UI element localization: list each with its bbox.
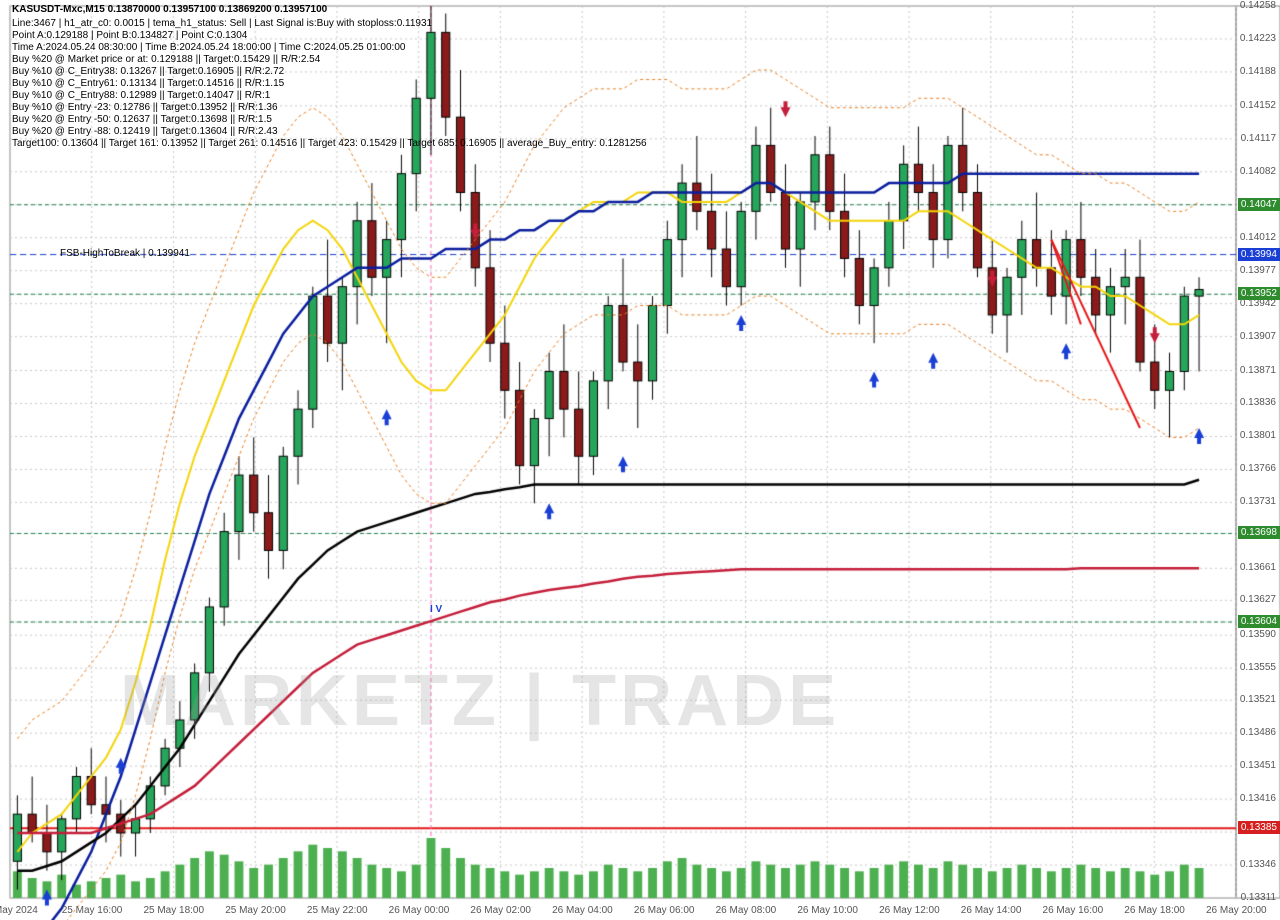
y-tick-label: 0.13521 <box>1240 694 1276 705</box>
y-tick-label: 0.13451 <box>1240 760 1276 771</box>
x-tick-label: 25 May 18:00 <box>143 905 204 916</box>
x-tick-label: 25 May 16:00 <box>62 905 123 916</box>
x-tick-label: 26 May 14:00 <box>961 905 1022 916</box>
y-tick-label: 0.13416 <box>1240 793 1276 804</box>
info-line: Buy %10 @ C_Entry88: 0.12989 || Target:0… <box>12 90 270 101</box>
info-line: Buy %20 @ Market price or at: 0.129188 |… <box>12 54 320 65</box>
info-line: Target100: 0.13604 || Target 161: 0.1395… <box>12 138 647 149</box>
x-tick-label: 26 May 18:00 <box>1124 905 1185 916</box>
info-line: Buy %20 @ Entry -50: 0.12637 || Target:0… <box>12 114 272 125</box>
x-tick-label: 26 May 04:00 <box>552 905 613 916</box>
y-tick-label: 0.14012 <box>1240 232 1276 243</box>
price-tag: 0.14047 <box>1238 198 1280 211</box>
y-tick-label: 0.13311 <box>1241 892 1276 903</box>
y-tick-label: 0.13627 <box>1240 594 1276 605</box>
x-tick-label: 25 May 20:00 <box>225 905 286 916</box>
price-tag: 0.13994 <box>1238 248 1280 261</box>
y-tick-label: 0.13977 <box>1240 265 1276 276</box>
price-tag: 0.13952 <box>1238 287 1280 300</box>
price-tag: 0.13385 <box>1238 821 1280 834</box>
info-line: Buy %10 @ C_Entry38: 0.13267 || Target:0… <box>12 66 284 77</box>
info-line: Time A:2024.05.24 08:30:00 | Time B:2024… <box>12 42 405 53</box>
x-tick-label: 26 May 12:00 <box>879 905 940 916</box>
y-tick-label: 0.13486 <box>1240 727 1276 738</box>
y-tick-label: 0.13907 <box>1240 331 1276 342</box>
y-tick-label: 0.13731 <box>1240 496 1276 507</box>
y-tick-label: 0.14117 <box>1241 133 1276 144</box>
y-tick-label: 0.14152 <box>1240 100 1276 111</box>
info-line: Point A:0.129188 | Point B:0.134827 | Po… <box>12 30 247 41</box>
info-line: Buy %10 @ C_Entry61: 0.13134 || Target:0… <box>12 78 284 89</box>
x-tick-label: 26 May 10:00 <box>797 905 858 916</box>
y-tick-label: 0.13801 <box>1240 430 1276 441</box>
price-tag: 0.13698 <box>1238 526 1280 539</box>
y-tick-label: 0.13661 <box>1240 562 1276 573</box>
y-tick-label: 0.13766 <box>1240 463 1276 474</box>
x-tick-label: 25 May 22:00 <box>307 905 368 916</box>
y-tick-label: 0.14188 <box>1240 66 1276 77</box>
y-tick-label: 0.14223 <box>1240 33 1276 44</box>
x-tick-label: 26 May 06:00 <box>634 905 695 916</box>
x-tick-label: 25 May 2024 <box>0 905 38 916</box>
y-tick-label: 0.13346 <box>1240 859 1276 870</box>
y-tick-label: 0.13836 <box>1240 397 1276 408</box>
y-tick-label: 0.13555 <box>1240 662 1276 673</box>
info-line: Buy %20 @ Entry -88: 0.12419 || Target:0… <box>12 126 278 137</box>
y-tick-label: 0.13871 <box>1240 365 1276 376</box>
price-tag: 0.13604 <box>1238 615 1280 628</box>
x-tick-label: 26 May 16:00 <box>1043 905 1104 916</box>
y-tick-label: 0.14082 <box>1240 166 1276 177</box>
info-line: Line:3467 | h1_atr_c0: 0.0015 | tema_h1_… <box>12 18 432 29</box>
chart-title: KASUSDT-Mxc,M15 0.13870000 0.13957100 0.… <box>12 4 327 15</box>
x-tick-label: 26 May 08:00 <box>716 905 777 916</box>
x-tick-label: 26 May 00:00 <box>389 905 450 916</box>
x-tick-label: 26 May 02:00 <box>470 905 531 916</box>
info-line: Buy %10 @ Entry -23: 0.12786 || Target:0… <box>12 102 278 113</box>
fsb-label: FSB-HighToBreak | 0.139941 <box>60 248 190 259</box>
y-tick-label: 0.13590 <box>1240 629 1276 640</box>
y-tick-label: 0.14258 <box>1240 0 1276 11</box>
x-tick-label: 26 May 20:00 <box>1206 905 1267 916</box>
iv-label: I V <box>430 604 442 615</box>
chart-container[interactable]: MARKETZ | TRADE KASUSDT-Mxc,M15 0.138700… <box>0 0 1280 920</box>
